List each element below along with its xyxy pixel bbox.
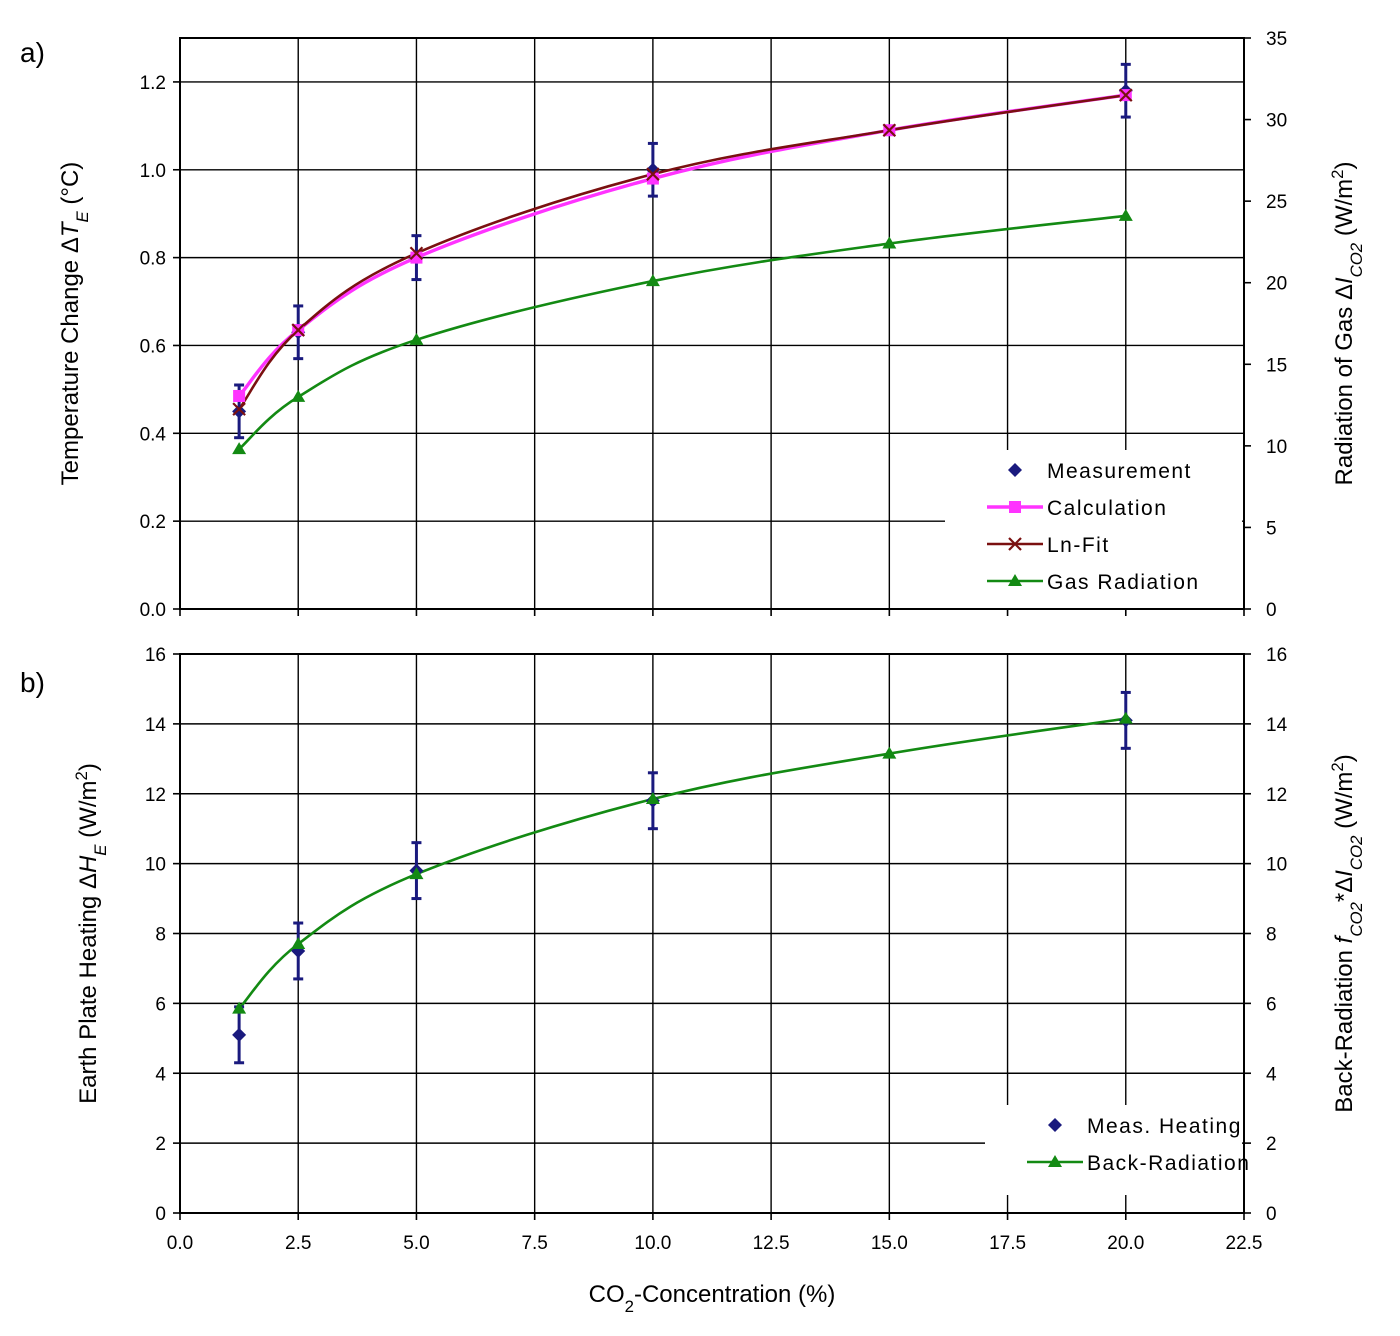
y-right-tick-label: 35: [1266, 29, 1287, 50]
point-calculation: [233, 389, 246, 402]
y-left-tick-label: 6: [155, 994, 166, 1015]
point-gas-radiation: [232, 442, 247, 455]
legend-marker-back-radiation: [1048, 1155, 1062, 1167]
y-left-tick-label: 1.0: [140, 161, 166, 182]
legend-label-ln-fit: Ln-Fit: [1047, 534, 1110, 557]
point-ln-fit: [232, 402, 246, 416]
y-left-tick-label: 8: [155, 925, 166, 946]
y-right-tick-label: 30: [1266, 111, 1287, 132]
legend-label-gas-radiation: Gas Radiation: [1047, 571, 1200, 594]
legend-box: [985, 1105, 1242, 1195]
y-left-tick-label: 0: [155, 1204, 166, 1225]
y-left-axis-title: Temperature Change ΔTE (°C): [57, 162, 92, 486]
point-ln-fit: [409, 246, 424, 261]
point-calculation: [410, 251, 423, 264]
y-left-tick-label: 0.6: [140, 336, 166, 357]
y-right-tick-label: 10: [1266, 855, 1287, 876]
series-line-gas-radiation: [238, 214, 1126, 451]
y-right-tick-label: 15: [1266, 355, 1287, 376]
x-tick-label: 20.0: [1107, 1233, 1144, 1254]
legend-marker-ln-fit: [1008, 537, 1022, 551]
y-left-tick-label: 2: [155, 1134, 166, 1155]
point-back-radiation: [232, 1001, 247, 1014]
x-axis-title: CO2-Concentration (%): [589, 1281, 836, 1316]
y-left-tick-label: 0.8: [140, 249, 166, 270]
y-left-tick-label: 16: [145, 645, 166, 666]
legend-label-meas-heating: Meas. Heating: [1087, 1115, 1242, 1138]
series-line-calculation: [237, 93, 1127, 398]
legend-marker-meas-heating: [1048, 1118, 1062, 1132]
x-tick-label: 12.5: [753, 1233, 790, 1254]
panel-b: 0 2 4 6 8 10 12 14 16 0 2 4 6 8 10 12 14 16 0.0 2.5 5.0 7.5 10…: [20, 645, 1366, 1316]
point-gas-radiation: [1118, 208, 1133, 221]
y-left-tick-label: 14: [145, 715, 167, 736]
point-gas-radiation: [645, 274, 660, 287]
point-back-radiation: [291, 936, 306, 949]
y-right-tick-label: 25: [1266, 192, 1287, 213]
y-left-tick-label: 1.2: [140, 73, 166, 94]
x-tick-label: 17.5: [989, 1233, 1026, 1254]
y-right-tick-label: 0: [1266, 600, 1277, 621]
y-right-tick-label: 10: [1266, 437, 1287, 458]
x-tick-label: 2.5: [285, 1233, 311, 1254]
point-ln-fit: [882, 123, 897, 138]
point-ln-fit: [291, 323, 306, 337]
y-right-axis-title: Radiation of Gas ΔICO2 (W/m2): [1328, 162, 1366, 486]
y-right-tick-label: 2: [1266, 1134, 1277, 1155]
point-ln-fit: [646, 167, 660, 181]
legend-marker-measurement: [1008, 463, 1022, 477]
panel-label: a): [20, 37, 45, 68]
y-left-axis-title: Earth Plate Heating ΔHE (W/m2): [72, 763, 110, 1104]
x-tick-label: 7.5: [521, 1233, 547, 1254]
point-calculation: [646, 172, 659, 185]
x-tick-label: 10.0: [634, 1233, 671, 1254]
y-right-tick-label: 14: [1266, 715, 1288, 736]
y-right-tick-label: 5: [1266, 518, 1277, 539]
y-left-tick-label: 0.4: [140, 424, 167, 445]
point-back-radiation: [409, 867, 424, 880]
y-left-tick-label: 0.0: [140, 600, 166, 621]
series-line-ln-fit: [238, 93, 1126, 410]
y-right-tick-label: 20: [1266, 274, 1287, 295]
y-right-tick-label: 4: [1266, 1064, 1277, 1085]
panel-a: 0.0 0.2 0.4 0.6 0.8 1.0 1.2 0 5 10 15 20 25 30 35 a) Tem…: [20, 29, 1366, 621]
legend-label-calculation: Calculation: [1047, 497, 1167, 520]
point-back-radiation: [1118, 711, 1133, 724]
legend-label-back-radiation: Back-Radiation: [1087, 1152, 1250, 1175]
panel-label: b): [20, 667, 45, 698]
y-right-tick-label: 16: [1266, 645, 1287, 666]
y-left-tick-label: 12: [145, 785, 166, 806]
x-tick-label: 5.0: [403, 1233, 429, 1254]
point-back-radiation: [645, 791, 660, 804]
y-left-tick-label: 4: [155, 1064, 166, 1085]
y-left-tick-label: 10: [145, 855, 166, 876]
y-right-tick-label: 6: [1266, 994, 1277, 1015]
legend-box: [945, 450, 1242, 614]
legend-label-measurement: Measurement: [1047, 460, 1192, 483]
legend-marker-gas-radiation: [1008, 574, 1022, 586]
point-back-radiation: [882, 746, 897, 759]
point-gas-radiation: [409, 332, 424, 345]
point-meas-heating: [232, 1027, 247, 1042]
x-tick-label: 22.5: [1226, 1233, 1263, 1254]
y-left-tick-label: 0.2: [140, 512, 166, 533]
point-measurement: [232, 404, 247, 419]
legend-marker-calculation: [1009, 501, 1021, 513]
y-right-tick-label: 0: [1266, 1204, 1277, 1225]
x-tick-label: 0.0: [167, 1233, 193, 1254]
point-gas-radiation: [291, 389, 306, 402]
plot-frame: [179, 37, 1245, 610]
x-tick-label: 15.0: [871, 1233, 908, 1254]
y-right-axis-title: Back-Radiation fCO2*ΔICO2 (W/m2): [1328, 754, 1366, 1113]
y-right-tick-label: 8: [1266, 925, 1277, 946]
point-ln-fit: [1119, 88, 1133, 102]
point-gas-radiation: [882, 236, 897, 249]
y-right-tick-label: 12: [1266, 785, 1287, 806]
